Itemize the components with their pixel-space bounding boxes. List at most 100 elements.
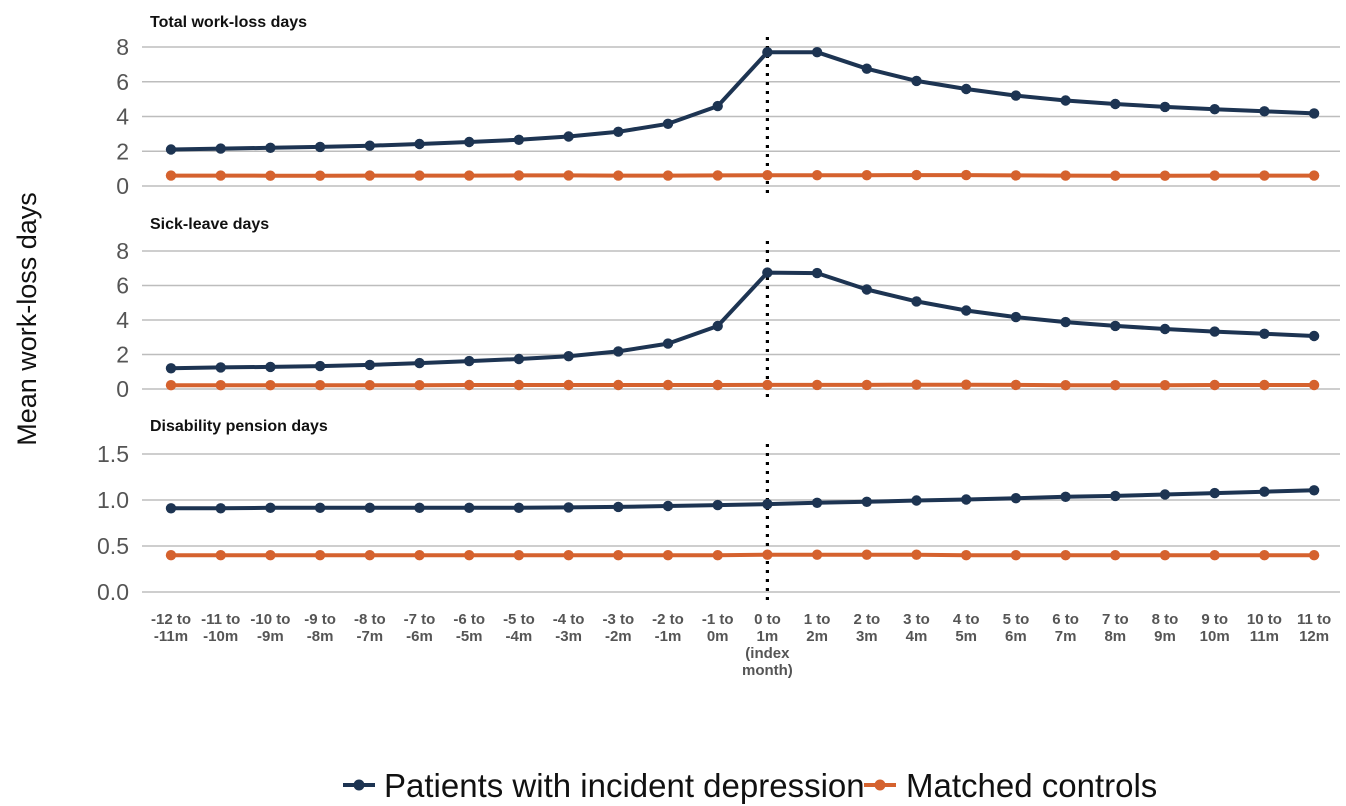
- data-point: [1259, 550, 1270, 561]
- data-point: [414, 170, 425, 181]
- data-point: [861, 496, 872, 507]
- y-tick-label: 1.0: [97, 487, 129, 513]
- data-point: [1110, 170, 1121, 181]
- data-point: [215, 170, 226, 181]
- data-point: [1159, 380, 1171, 391]
- data-point: [1308, 550, 1320, 561]
- data-point: [762, 549, 773, 560]
- data-point: [1209, 104, 1220, 115]
- data-point: [1308, 379, 1320, 391]
- data-point: [165, 144, 177, 155]
- data-point: [563, 550, 574, 561]
- data-point: [861, 170, 872, 181]
- data-point: [314, 360, 326, 372]
- data-point: [414, 502, 425, 513]
- data-point: [464, 355, 475, 367]
- y-tick-label: 0: [116, 376, 129, 402]
- data-point: [712, 100, 723, 112]
- panel-disability-pension-days: Disability pension days 0.0 0.5 1.0 1.5: [97, 418, 1340, 605]
- panel-title: Disability pension days: [150, 418, 328, 435]
- data-point: [712, 170, 723, 181]
- data-point: [1259, 328, 1270, 339]
- data-point: [1110, 550, 1121, 561]
- data-point: [1110, 380, 1121, 391]
- data-point: [811, 379, 823, 391]
- x-tick-label: 7 to 8m: [1102, 611, 1129, 645]
- data-point: [314, 550, 326, 561]
- data-point: [513, 353, 525, 365]
- data-point: [563, 502, 574, 513]
- series-line-patients-with-incident-depression: [170, 270, 1315, 371]
- x-tick-label: -10 to -9m: [250, 611, 290, 645]
- x-tick-label: -11 to -10m: [201, 611, 240, 645]
- x-tick-label: 10 to 11m: [1247, 611, 1282, 645]
- x-tick-label: -8 to -7m: [354, 611, 386, 645]
- data-point: [811, 267, 823, 279]
- data-point: [1110, 98, 1121, 110]
- data-point: [911, 495, 922, 506]
- data-point: [811, 497, 823, 508]
- x-tick-label: -12 to -11m: [151, 611, 191, 645]
- data-point: [1060, 380, 1071, 391]
- data-point: [464, 170, 475, 181]
- data-point: [314, 141, 326, 153]
- series-line-matched-controls: [171, 382, 1315, 388]
- data-point: [364, 380, 375, 391]
- data-point: [165, 363, 177, 374]
- series-line-patients-with-incident-depression: [170, 50, 1315, 152]
- data-point: [662, 118, 674, 129]
- data-point: [1159, 550, 1171, 561]
- data-point: [265, 361, 276, 373]
- y-tick-label: 4: [116, 307, 129, 333]
- data-point: [961, 83, 972, 95]
- y-axis-label: Mean work-loss days: [12, 192, 42, 446]
- x-tick-label: -7 to -6m: [404, 611, 436, 645]
- data-point: [1209, 487, 1220, 499]
- data-point: [662, 550, 674, 561]
- data-point: [1060, 550, 1071, 561]
- series-line-matched-controls: [171, 552, 1315, 558]
- data-point: [314, 170, 326, 181]
- y-tick-label: 1.5: [97, 441, 129, 467]
- data-point: [613, 170, 624, 181]
- data-point: [165, 550, 177, 561]
- y-tick-label: 6: [116, 273, 129, 299]
- data-point: [215, 380, 226, 391]
- data-point: [1159, 170, 1171, 181]
- x-tick-label: -6 to -5m: [453, 611, 485, 645]
- data-point: [1159, 489, 1171, 500]
- data-point: [215, 362, 226, 373]
- data-point: [464, 550, 475, 561]
- data-point: [911, 549, 922, 560]
- data-point: [314, 380, 326, 391]
- data-point: [712, 550, 723, 561]
- data-point: [364, 502, 375, 513]
- data-point: [911, 169, 922, 181]
- data-point: [911, 75, 922, 87]
- data-point: [712, 379, 723, 391]
- data-point: [1010, 90, 1022, 101]
- data-point: [1060, 170, 1071, 181]
- data-point: [414, 380, 425, 391]
- series-line-matched-controls: [171, 173, 1315, 178]
- data-point: [811, 549, 823, 560]
- x-tick-label: 4 to 5m: [953, 611, 980, 645]
- data-point: [1259, 170, 1270, 181]
- series-line-patients-with-incident-depression: [171, 488, 1315, 511]
- data-point: [1010, 493, 1022, 504]
- x-tick-label: -3 to -2m: [602, 611, 634, 645]
- x-tick-label: 11 to 12m: [1297, 611, 1331, 645]
- legend: Patients with incident depression Matched…: [343, 767, 1157, 804]
- data-point: [662, 338, 674, 349]
- data-point: [215, 550, 226, 561]
- data-point: [1010, 379, 1022, 391]
- data-point: [165, 170, 177, 181]
- data-point: [1308, 170, 1320, 181]
- data-point: [613, 501, 624, 513]
- data-point: [762, 47, 773, 58]
- panel-sick-leave-days: Sick-leave days 0 2 4 6 8: [116, 216, 1340, 402]
- data-point: [265, 380, 276, 391]
- data-point: [314, 502, 326, 513]
- legend-item-patients-with-incident-depression: Patients with incident depression: [343, 767, 865, 804]
